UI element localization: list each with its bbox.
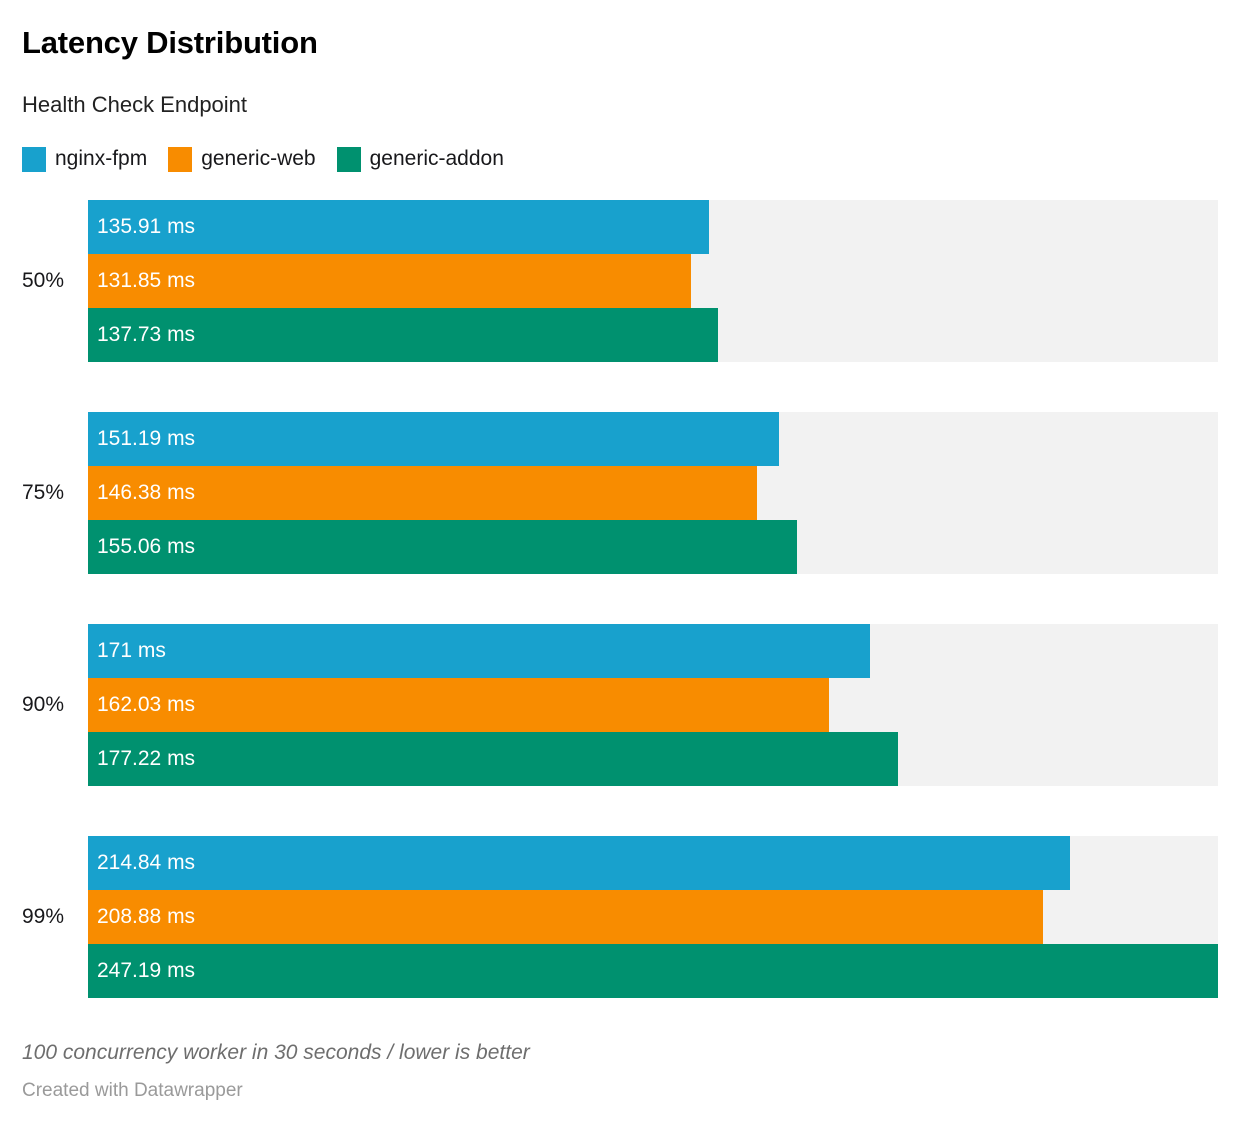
bar-generic-addon: 155.06 ms	[88, 519, 797, 574]
bar-value-label: 171 ms	[97, 638, 166, 662]
bar-value-label: 146.38 ms	[97, 480, 196, 504]
bar-value-label: 162.03 ms	[97, 692, 196, 716]
bar-track: 214.84 ms 208.88 ms 247.19 ms	[88, 835, 1218, 998]
datawrapper-credit: Created with Datawrapper	[22, 1079, 243, 1101]
bar-generic-web: 208.88 ms	[88, 889, 1043, 944]
legend-label: nginx-fpm	[55, 147, 148, 171]
chart-group-99pct: 99% 214.84 ms 208.88 ms 247.19 ms	[0, 835, 1240, 998]
bar-track: 171 ms 162.03 ms 177.22 ms	[88, 623, 1218, 786]
legend-swatch-icon	[168, 146, 193, 172]
legend-swatch-icon	[336, 146, 361, 172]
bar-value-label: 247.19 ms	[97, 958, 196, 982]
chart-title: Latency Distribution	[22, 25, 318, 60]
legend-item-nginx-fpm: nginx-fpm	[22, 146, 148, 172]
bar-value-label: 137.73 ms	[97, 322, 196, 346]
category-label: 90%	[21, 692, 64, 716]
bar-nginx-fpm: 135.91 ms	[88, 199, 710, 254]
chart-group-50pct: 50% 135.91 ms 131.85 ms 137.73 ms	[0, 199, 1240, 362]
legend-label: generic-web	[201, 147, 316, 171]
bar-value-label: 155.06 ms	[97, 534, 196, 558]
legend: nginx-fpm generic-web generic-addon	[22, 146, 1240, 172]
category-label: 75%	[21, 480, 64, 504]
bar-track: 135.91 ms 131.85 ms 137.73 ms	[88, 199, 1218, 362]
bar-value-label: 177.22 ms	[97, 746, 196, 770]
bar-generic-addon: 137.73 ms	[88, 307, 718, 362]
bar-value-label: 151.19 ms	[97, 426, 196, 450]
bar-generic-web: 131.85 ms	[88, 253, 691, 308]
legend-label: generic-addon	[369, 147, 504, 171]
chart-group-90pct: 90% 171 ms 162.03 ms 177.22 ms	[0, 623, 1240, 786]
bar-chart: 50% 135.91 ms 131.85 ms 137.73 ms 75% 151.19 …	[0, 199, 1240, 998]
chart-footer: 100 concurrency worker in 30 seconds / l…	[0, 1040, 1240, 1103]
footer-note: 100 concurrency worker in 30 seconds / l…	[22, 1040, 530, 1064]
legend-item-generic-web: generic-web	[168, 146, 316, 172]
chart-group-75pct: 75% 151.19 ms 146.38 ms 155.06 ms	[0, 411, 1240, 574]
bar-nginx-fpm: 151.19 ms	[88, 411, 780, 466]
bar-value-label: 208.88 ms	[97, 904, 196, 928]
bar-value-label: 131.85 ms	[97, 268, 196, 292]
legend-swatch-icon	[22, 146, 46, 172]
chart-subtitle: Health Check Endpoint	[22, 92, 248, 118]
bar-nginx-fpm: 214.84 ms	[88, 835, 1071, 890]
chart-header: Latency Distribution Health Check Endpoi…	[0, 0, 1240, 119]
bar-generic-addon: 177.22 ms	[88, 731, 899, 786]
category-label: 99%	[21, 904, 64, 928]
bar-track: 151.19 ms 146.38 ms 155.06 ms	[88, 411, 1218, 574]
bar-generic-web: 146.38 ms	[88, 465, 758, 520]
bar-generic-addon: 247.19 ms	[88, 943, 1218, 998]
legend-item-generic-addon: generic-addon	[336, 146, 504, 172]
bar-value-label: 135.91 ms	[97, 214, 196, 238]
bar-value-label: 214.84 ms	[97, 850, 196, 874]
category-label: 50%	[21, 268, 64, 292]
bar-generic-web: 162.03 ms	[88, 677, 829, 732]
bar-nginx-fpm: 171 ms	[88, 623, 870, 678]
